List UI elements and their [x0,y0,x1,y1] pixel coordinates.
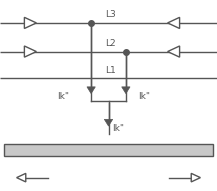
Text: L3: L3 [105,11,116,19]
Text: Ik": Ik" [58,92,69,101]
Text: Ik": Ik" [112,124,124,133]
Polygon shape [168,17,180,28]
Polygon shape [24,46,36,57]
Polygon shape [122,87,130,94]
Polygon shape [104,119,113,126]
Polygon shape [87,87,95,94]
Polygon shape [24,17,36,28]
Polygon shape [191,173,201,182]
Text: Ik": Ik" [138,92,150,101]
Text: L2: L2 [105,39,116,48]
Bar [4,144,213,156]
Polygon shape [168,46,180,57]
Polygon shape [16,173,26,182]
Text: L1: L1 [105,66,116,75]
